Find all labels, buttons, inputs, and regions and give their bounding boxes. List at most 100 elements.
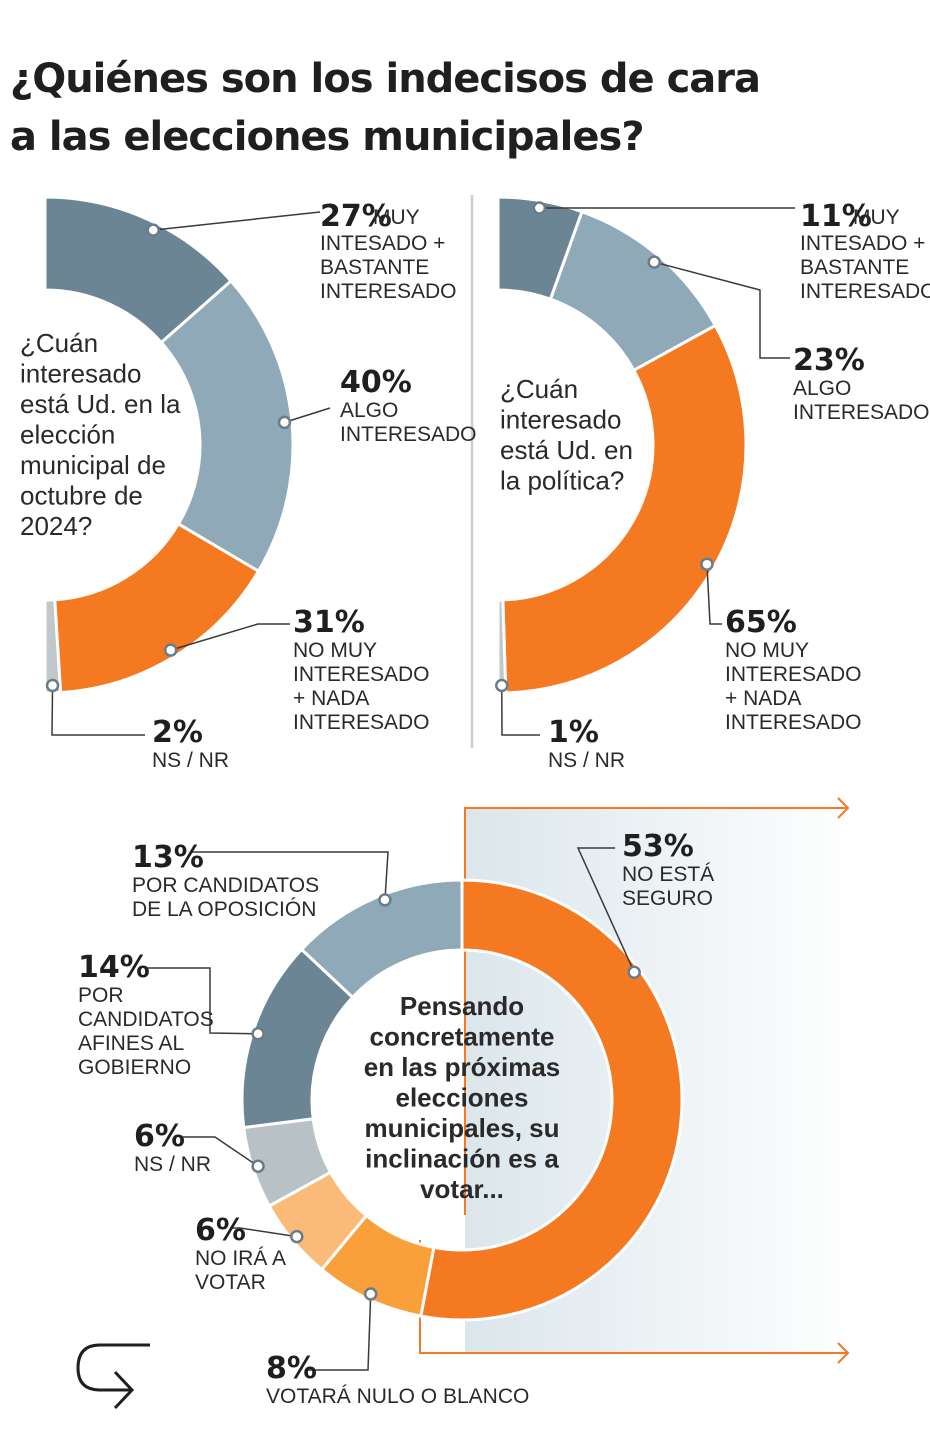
question-line: elección: [20, 420, 115, 450]
slice-label: + NADA: [293, 687, 369, 710]
leader-line: [190, 851, 389, 900]
slice-label: BASTANTE: [320, 256, 429, 279]
leader-dot: [251, 1026, 265, 1041]
title-line-2: a las elecciones municipales?: [10, 114, 644, 160]
leader-dot: [45, 678, 60, 693]
question-line: octubre de: [20, 481, 143, 511]
leader-dot: [647, 255, 661, 269]
question-line: está Ud. en la: [20, 389, 181, 419]
slice-label: POR: [78, 984, 124, 1007]
leader-dot: [627, 965, 641, 979]
leader-line: [706, 564, 722, 625]
slice-percent: 8%: [266, 1351, 317, 1386]
slice-percent: 27%: [320, 199, 392, 234]
slice-label: NO ESTÁ: [622, 863, 714, 886]
leader-dot: [363, 1287, 378, 1301]
slice-label: NO MUY: [725, 639, 809, 662]
slice-label: SEGURO: [622, 887, 713, 910]
leader-dot: [251, 1159, 265, 1174]
slice-algo-interesado: [159, 278, 295, 574]
arrow-hook-logo-icon: [76, 1343, 150, 1410]
slice-percent: 53%: [622, 829, 694, 864]
slice-label: VOTARÁ NULO O BLANCO: [266, 1385, 529, 1408]
leader-line: [305, 1293, 372, 1371]
slice-percent: 2%: [152, 715, 203, 750]
slice-label: INTESADO +: [320, 232, 445, 255]
slice-percent: 1%: [548, 715, 599, 750]
slice-ns-nr: [496, 598, 508, 695]
question-line: ¿Cuán: [500, 374, 578, 404]
leader-line: [153, 211, 321, 231]
leader-dot: [532, 201, 547, 215]
slice-label: DE LA OPOSICIÓN: [132, 898, 316, 921]
leader-dot: [700, 557, 714, 571]
slice-label: INTESADO +: [800, 232, 925, 255]
leader-line: [145, 967, 259, 1035]
slice-label: MUY: [373, 206, 420, 229]
question-line: elecciones: [396, 1083, 529, 1113]
question-line: en las próximas: [364, 1052, 561, 1082]
slice-label: NS / NR: [134, 1153, 211, 1176]
title-line-1: ¿Quiénes son los indecisos de cara: [10, 56, 760, 102]
slice-percent: 11%: [800, 199, 872, 234]
leader-dot: [495, 678, 509, 693]
question-line: Pensando: [400, 991, 524, 1021]
slice-label: VOTAR: [195, 1271, 266, 1294]
question-line: municipales, su: [364, 1113, 559, 1143]
slice-label: + NADA: [725, 687, 801, 710]
slice-percent: 23%: [793, 343, 865, 378]
question-line: interesado: [500, 405, 621, 435]
slice-label: INTERESADO: [725, 663, 862, 686]
slice-label: INTERESADO: [293, 711, 430, 734]
slice-label: NS / NR: [548, 749, 625, 772]
leader-dot: [290, 1229, 304, 1244]
question-line: inclinación es a: [365, 1144, 559, 1174]
question-line: está Ud. en: [500, 435, 633, 465]
slice-percent: 40%: [340, 365, 412, 400]
slice-no-muy-interesado-nada-interesado: [501, 323, 748, 695]
leader-line: [654, 261, 790, 359]
slice-label: NO MUY: [293, 639, 377, 662]
slice-percent: 14%: [78, 950, 150, 985]
slice-label: AFINES AL: [78, 1032, 184, 1055]
question-line: concretamente: [370, 1022, 555, 1052]
slice-ns-nr: [43, 598, 63, 695]
slice-no-esta-seguro: [419, 878, 684, 1322]
slice-percent: 65%: [725, 605, 797, 640]
slice-label: INTERESADO: [320, 280, 457, 303]
question-line: 2024?: [20, 511, 92, 541]
leader-dot: [378, 893, 392, 907]
slice-label: INTERESADO: [340, 423, 477, 446]
slice-label: MUY: [853, 206, 900, 229]
leader-line: [51, 685, 145, 736]
leader-line: [576, 847, 635, 973]
slice-label: ALGO: [340, 399, 398, 422]
slice-label: GOBIERNO: [78, 1056, 191, 1079]
slice-percent: 6%: [195, 1213, 246, 1248]
leader-line: [180, 1136, 259, 1167]
slice-label: NS / NR: [152, 749, 229, 772]
leader-dot: [277, 415, 292, 430]
question-line: interesado: [20, 359, 141, 389]
slice-label: POR CANDIDATOS: [132, 874, 319, 897]
question-line: municipal de: [20, 450, 166, 480]
leader-line: [501, 685, 540, 736]
question-line: la política?: [500, 466, 624, 496]
slice-label: CANDIDATOS: [78, 1008, 214, 1031]
slice-label: BASTANTE: [800, 256, 909, 279]
slice-percent: 6%: [134, 1119, 185, 1154]
leader-line: [230, 1227, 297, 1238]
leader-line: [170, 623, 290, 651]
leader-line: [284, 407, 331, 424]
slice-label: NO IRÁ A: [195, 1247, 286, 1270]
slice-percent: 31%: [293, 605, 365, 640]
question-line: ¿Cuán: [20, 328, 98, 358]
slice-label: ALGO: [793, 377, 851, 400]
slice-label: INTERESADO: [725, 711, 862, 734]
slice-por-candidatos-de-la-oposicion: [299, 878, 464, 1000]
slice-percent: 13%: [132, 840, 204, 875]
slice-label: INTERESADO: [293, 663, 430, 686]
